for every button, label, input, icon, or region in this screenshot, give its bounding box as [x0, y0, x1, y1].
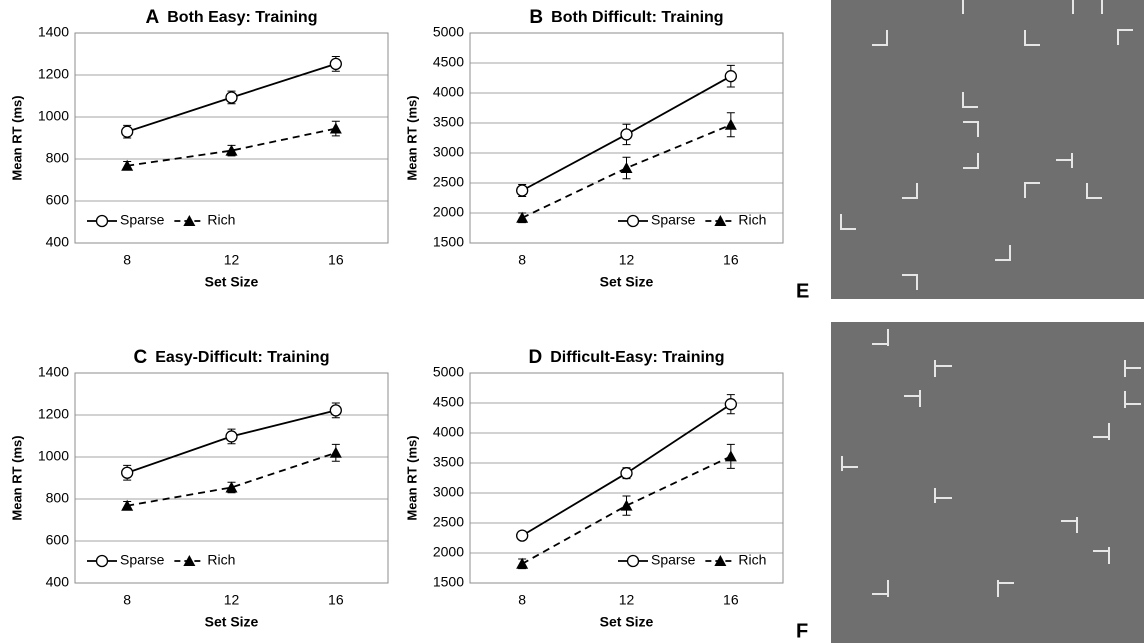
title-text: Both Easy: Training: [167, 9, 317, 26]
chart-title: B Both Difficult: Training: [529, 7, 723, 28]
y-tick-label: 600: [46, 192, 70, 208]
legend-label: Sparse: [120, 552, 165, 568]
title-text: Easy-Difficult: Training: [155, 349, 329, 366]
y-axis-label: Mean RT (ms): [404, 95, 419, 180]
x-tick-label: 8: [123, 252, 131, 268]
y-tick-label: 1400: [38, 24, 69, 40]
legend-label: Rich: [207, 552, 235, 568]
legend-marker: [628, 556, 639, 567]
y-tick-label: 2500: [433, 514, 464, 530]
y-tick-label: 4500: [433, 54, 464, 70]
data-point: [517, 185, 528, 196]
y-tick-label: 800: [46, 150, 70, 166]
y-tick-label: 3000: [433, 144, 464, 160]
y-tick-label: 4000: [433, 424, 464, 440]
x-tick-label: 8: [123, 592, 131, 608]
y-tick-label: 3500: [433, 114, 464, 130]
y-tick-label: 1200: [38, 66, 69, 82]
data-point: [725, 71, 736, 82]
y-tick-label: 1500: [433, 574, 464, 590]
legend-label: Rich: [207, 212, 235, 228]
y-tick-label: 2500: [433, 174, 464, 190]
title-text: Difficult-Easy: Training: [550, 349, 724, 366]
chart-title: C Easy-Difficult: Training: [134, 347, 330, 368]
y-tick-label: 4500: [433, 394, 464, 410]
y-tick-label: 2000: [433, 544, 464, 560]
y-tick-label: 1500: [433, 234, 464, 250]
y-tick-label: 1200: [38, 406, 69, 422]
x-tick-label: 12: [224, 252, 240, 268]
x-tick-label: 8: [518, 592, 526, 608]
x-axis-label: Set Size: [600, 274, 654, 290]
series-line: [127, 453, 336, 506]
data-point: [330, 405, 341, 416]
y-tick-label: 1400: [38, 364, 69, 380]
legend-label: Sparse: [651, 552, 696, 568]
y-tick-label: 400: [46, 574, 70, 590]
x-tick-label: 16: [328, 252, 344, 268]
data-point: [621, 162, 633, 173]
data-point: [725, 119, 737, 130]
chart-title: A Both Easy: Training: [146, 7, 318, 28]
data-point: [122, 467, 133, 478]
data-point: [621, 129, 632, 140]
legend-label: Sparse: [651, 212, 696, 228]
data-point: [621, 468, 632, 479]
panel-label: B: [529, 7, 543, 28]
y-tick-label: 3000: [433, 484, 464, 500]
data-point: [122, 126, 133, 137]
y-tick-label: 400: [46, 234, 70, 250]
data-point: [516, 558, 528, 569]
panel-label: C: [134, 347, 148, 368]
y-tick-label: 5000: [433, 364, 464, 380]
x-axis-label: Set Size: [205, 274, 259, 290]
y-tick-label: 2000: [433, 204, 464, 220]
y-axis-label: Mean RT (ms): [9, 435, 24, 520]
data-point: [330, 123, 342, 134]
legend-marker: [628, 216, 639, 227]
legend-label: Rich: [738, 552, 766, 568]
legend-marker: [97, 216, 108, 227]
legend-label: Sparse: [120, 212, 165, 228]
data-point: [226, 431, 237, 442]
y-tick-label: 5000: [433, 24, 464, 40]
x-tick-label: 8: [518, 252, 526, 268]
figure: E F A Both Easy: Training 400 600 800 1000 120…: [0, 0, 1144, 643]
legend-marker: [97, 556, 108, 567]
data-point: [330, 58, 341, 69]
x-tick-label: 16: [723, 592, 739, 608]
x-tick-label: 12: [619, 592, 635, 608]
x-tick-label: 12: [224, 592, 240, 608]
y-tick-label: 1000: [38, 108, 69, 124]
panel-label: A: [146, 7, 160, 28]
chart-title: D Difficult-Easy: Training: [529, 347, 725, 368]
y-axis-label: Mean RT (ms): [9, 95, 24, 180]
data-point: [226, 92, 237, 103]
y-axis-label: Mean RT (ms): [404, 435, 419, 520]
x-tick-label: 16: [723, 252, 739, 268]
panel-label: F: [796, 620, 808, 642]
y-tick-label: 800: [46, 490, 70, 506]
title-text: Both Difficult: Training: [551, 9, 723, 26]
data-point: [517, 530, 528, 541]
x-axis-label: Set Size: [205, 614, 259, 630]
y-tick-label: 3500: [433, 454, 464, 470]
data-point: [330, 447, 342, 458]
legend-label: Rich: [738, 212, 766, 228]
panel-label: D: [529, 347, 543, 368]
data-point: [725, 399, 736, 410]
y-tick-label: 600: [46, 532, 70, 548]
x-tick-label: 16: [328, 592, 344, 608]
data-point: [725, 450, 737, 461]
panel-label: E: [796, 280, 809, 302]
data-point: [621, 500, 633, 511]
y-tick-label: 4000: [433, 84, 464, 100]
x-tick-label: 12: [619, 252, 635, 268]
y-tick-label: 1000: [38, 448, 69, 464]
x-axis-label: Set Size: [600, 614, 654, 630]
